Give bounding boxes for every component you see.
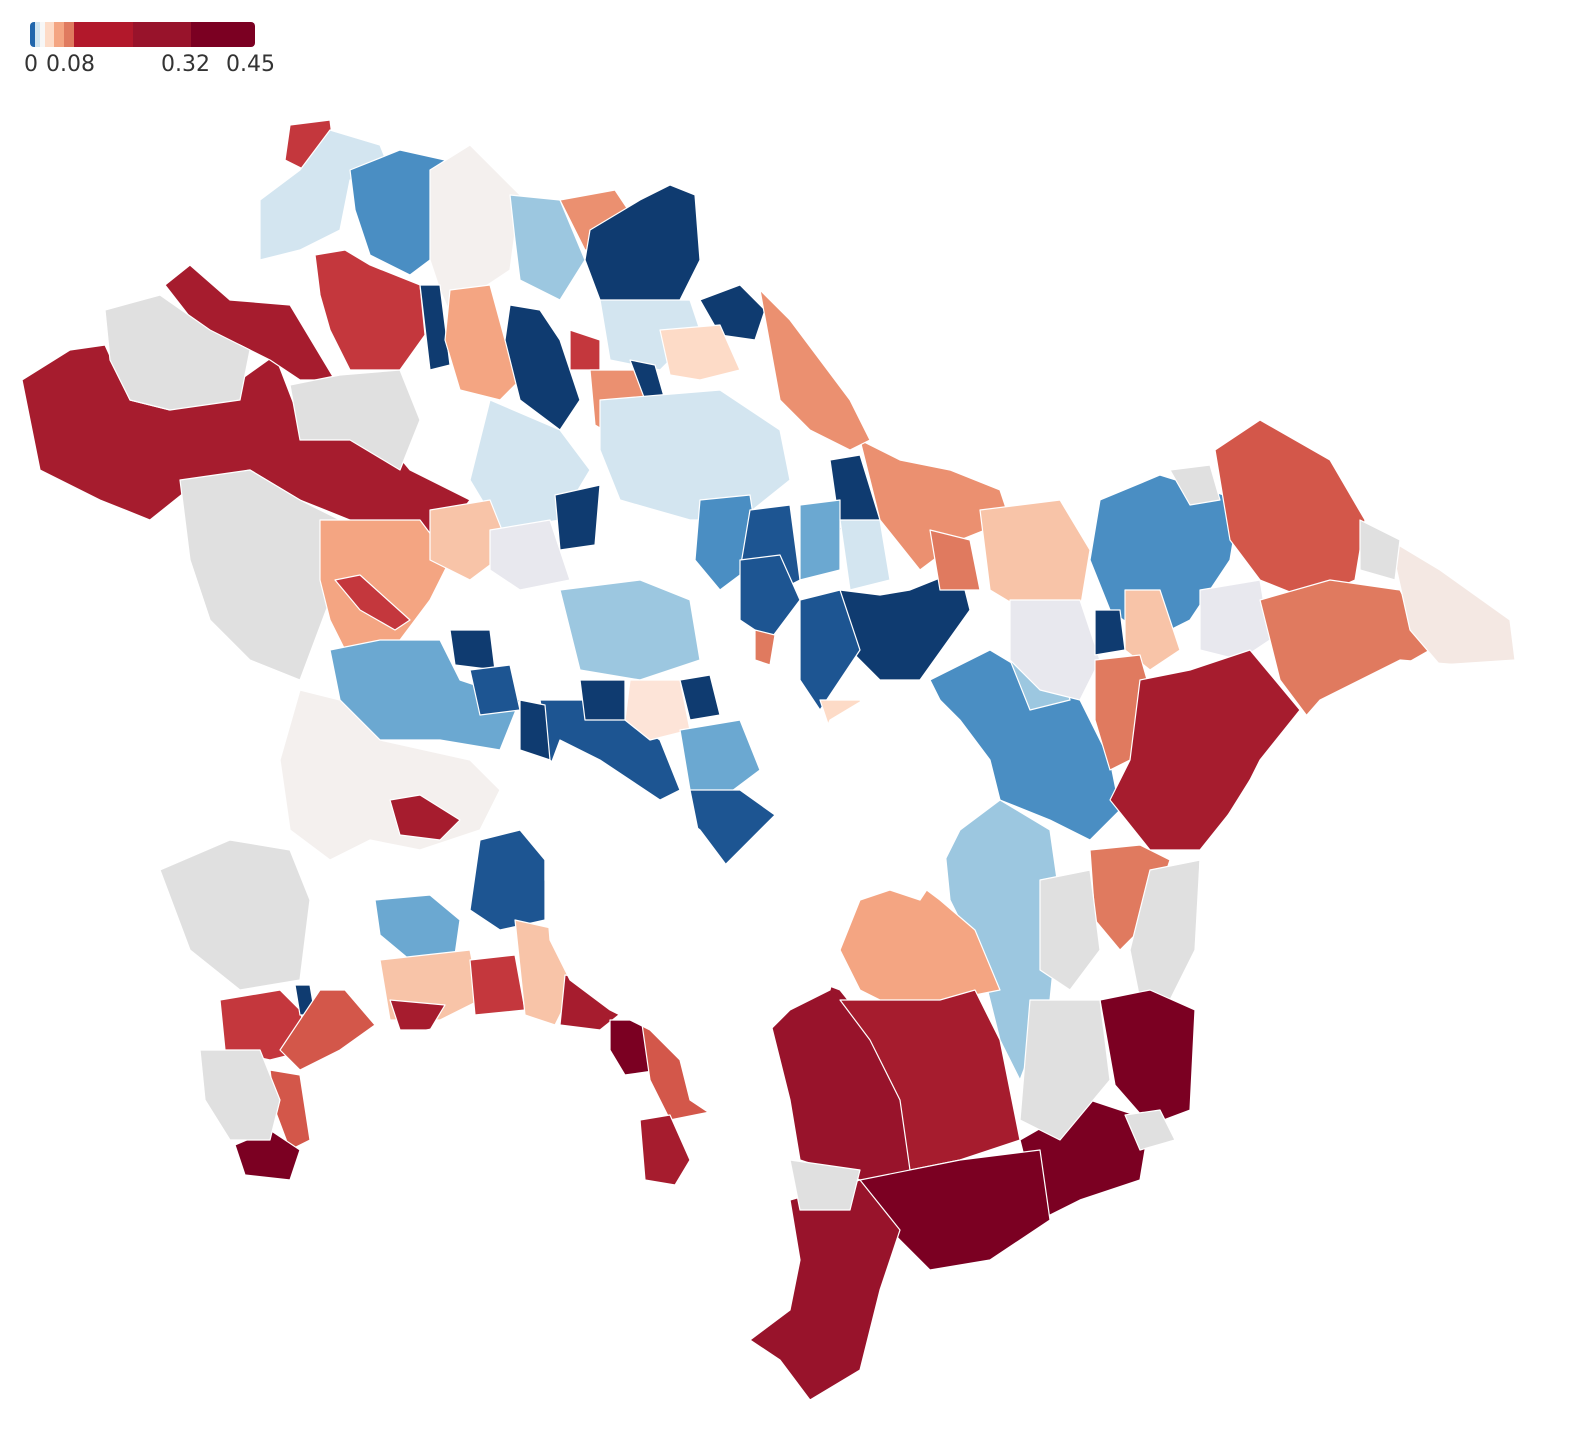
map-region [639,1114,691,1186]
map-region [1199,579,1271,661]
legend-segment [34,22,40,47]
map-region [1019,999,1111,1141]
map-region [389,794,461,841]
map-region [929,529,981,591]
map-region [839,569,971,681]
legend-segment [54,22,65,47]
sagami-bay [309,1024,641,1201]
map-region [839,989,1021,1171]
map-region [489,519,571,591]
map-region [504,304,581,431]
map-region [584,184,701,311]
map-region [1124,589,1181,671]
map-region [579,679,626,721]
map-region [799,499,841,581]
map-region [799,589,861,711]
legend-segment [39,22,45,47]
map-region [679,719,761,801]
legend-segment [74,22,133,47]
map-region [1389,539,1516,666]
map-region [449,629,496,671]
legend-segment [44,22,55,47]
map-region [1094,609,1126,656]
legend-tick-008: 0.08 [46,52,95,77]
map-region [754,629,776,666]
map-region [389,999,446,1031]
region-polygons [21,119,1516,1401]
legend-segment [132,22,192,47]
map-region [104,294,251,411]
legend-tick-045: 0.45 [226,52,275,77]
map-region [179,469,341,681]
map-region [199,1049,281,1141]
legend-color-bar [30,22,255,47]
map-region [374,894,461,961]
map-region [1214,419,1366,601]
legend-segment [191,22,255,47]
map-region [1039,869,1101,991]
map-region [314,249,426,371]
map-region [289,369,421,471]
pacific-ocean [899,659,1590,1452]
map-region [1359,519,1401,581]
map-region [1099,989,1196,1126]
map-region [419,284,451,371]
map-region [559,579,701,681]
map-region [624,679,691,741]
map-region [659,324,741,381]
map-region [789,1159,861,1211]
legend-tick-0: 0 [24,52,38,77]
map-region [469,829,546,931]
map-region [1169,464,1221,506]
tokyo-bay [544,679,1001,1121]
map-region [1009,599,1101,701]
map-region [469,954,526,1016]
map-region [159,839,311,991]
map-region [1124,1109,1176,1151]
map-region [599,389,791,521]
map-region [334,574,411,631]
map-region [679,674,721,721]
map-region [519,699,551,761]
map-region [739,554,801,641]
color-legend: 0 0.08 0.32 0.45 [24,22,275,82]
map-region [569,329,601,371]
map-region [554,484,601,551]
legend-segment [30,22,35,47]
map-region [839,519,891,591]
map-region [279,989,376,1071]
map-region [759,289,871,451]
map-region [444,284,521,401]
legend-tick-032: 0.32 [161,52,210,77]
legend-segment [64,22,75,47]
map-region [749,1179,901,1401]
